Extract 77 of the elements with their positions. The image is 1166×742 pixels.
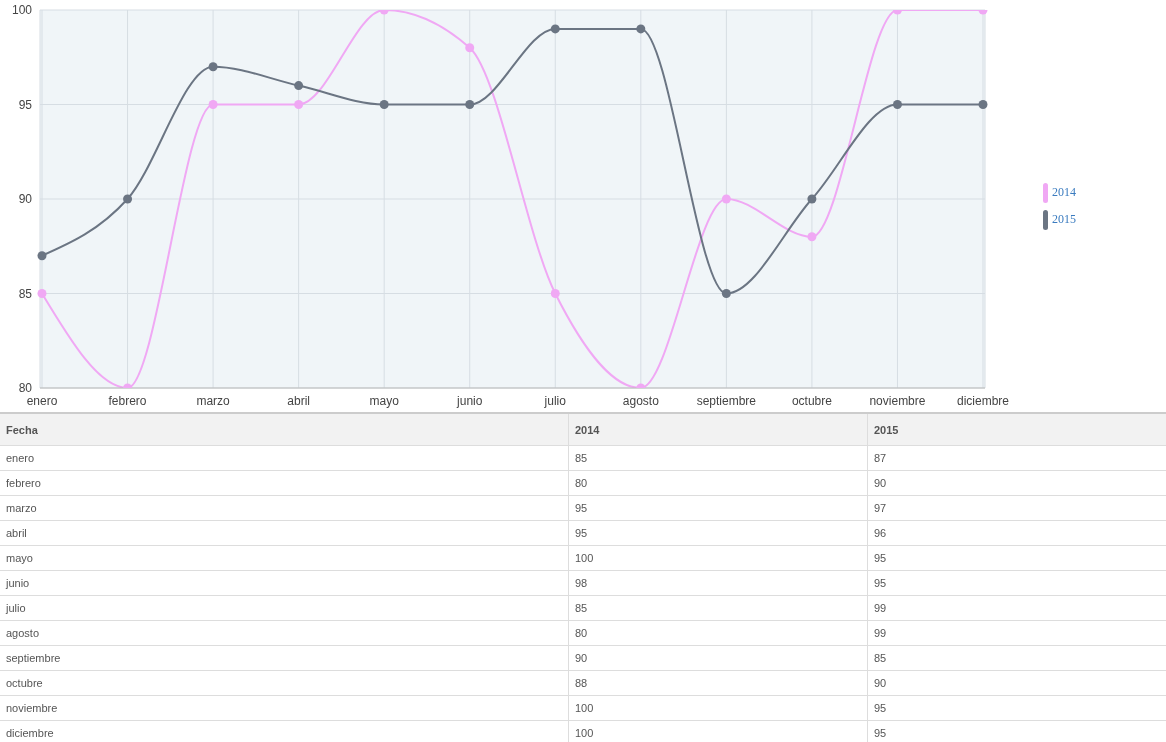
x-tick-label: octubre <box>791 393 833 408</box>
data-label: 85 <box>568 595 868 621</box>
category-label: diciembre <box>0 720 569 742</box>
x-tick-label: noviembre <box>869 393 926 408</box>
x-tick-label: enero <box>26 393 58 408</box>
category-label: julio <box>0 595 569 621</box>
data-label: 85 <box>568 445 868 471</box>
data-label: 95 <box>867 570 1166 596</box>
data-label: 100 <box>568 720 868 742</box>
legend-label: 2014 <box>1051 184 1076 201</box>
point <box>807 194 817 204</box>
category-label: septiembre <box>0 645 569 671</box>
x-tick-label: agosto <box>622 393 660 408</box>
data-label: 98 <box>568 570 868 596</box>
point <box>123 194 133 204</box>
data-label: 90 <box>568 645 868 671</box>
x-tick-label: marzo <box>196 393 231 408</box>
text: 2014 <box>568 413 868 446</box>
y-tick-label: 90 <box>18 192 33 207</box>
data-label: 96 <box>867 520 1166 546</box>
data-label: 95 <box>867 695 1166 721</box>
data-label: 87 <box>867 445 1166 471</box>
category-label: marzo <box>0 495 569 521</box>
data-label: 95 <box>568 495 868 521</box>
data-label: 80 <box>568 470 868 496</box>
text: 2015 <box>867 413 1166 446</box>
category-label: mayo <box>0 545 569 571</box>
data-label: 95 <box>568 520 868 546</box>
x-tick-label: junio <box>456 393 483 408</box>
data-label: 85 <box>867 645 1166 671</box>
category-label: octubre <box>0 670 569 696</box>
point <box>208 100 218 109</box>
x-tick-label: febrero <box>108 393 147 408</box>
x-tick-label: mayo <box>369 393 400 408</box>
point <box>208 62 218 72</box>
point <box>379 100 389 109</box>
y-tick-label: 85 <box>18 286 33 301</box>
x-tick-label: diciembre <box>956 393 1010 408</box>
category-label: agosto <box>0 620 569 646</box>
data-label: 88 <box>568 670 868 696</box>
data-label: 90 <box>867 470 1166 496</box>
point <box>294 81 304 91</box>
data-label: 97 <box>867 495 1166 521</box>
y-tick-label: 100 <box>11 3 33 18</box>
text: Fecha <box>0 413 569 446</box>
point <box>721 289 731 298</box>
point <box>978 100 988 109</box>
category-label: enero <box>0 445 569 471</box>
y-tick-label: 95 <box>18 97 33 112</box>
point <box>294 100 304 109</box>
y-tick-label: 80 <box>18 381 33 396</box>
data-label: 99 <box>867 595 1166 621</box>
category-label: febrero <box>0 470 569 496</box>
point <box>892 100 902 109</box>
data-label: 90 <box>867 670 1166 696</box>
category-label: noviembre <box>0 695 569 721</box>
point <box>550 24 560 34</box>
point <box>550 289 560 298</box>
data-label: 95 <box>867 545 1166 571</box>
point <box>465 43 475 53</box>
point <box>636 24 646 34</box>
point <box>807 232 817 242</box>
legend-label: 2015 <box>1051 211 1076 228</box>
x-tick-label: julio <box>543 393 567 408</box>
point <box>721 194 731 204</box>
category-label: junio <box>0 570 569 596</box>
data-label: 80 <box>568 620 868 646</box>
data-label: 100 <box>568 695 868 721</box>
data-label: 100 <box>568 545 868 571</box>
data-label: 95 <box>867 720 1166 742</box>
category-label: abril <box>0 520 569 546</box>
x-tick-label: abril <box>287 393 310 408</box>
point <box>465 100 475 109</box>
data-label: 99 <box>867 620 1166 646</box>
x-tick-label: septiembre <box>696 393 757 408</box>
point <box>37 289 47 298</box>
point <box>37 251 47 261</box>
